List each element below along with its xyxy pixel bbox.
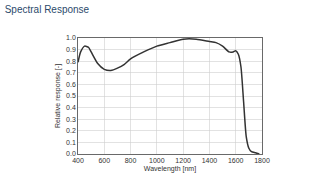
svg-text:400: 400	[72, 157, 84, 164]
svg-text:1600: 1600	[228, 157, 244, 164]
svg-text:600: 600	[98, 157, 110, 164]
svg-text:0.7: 0.7	[66, 69, 76, 76]
svg-text:1400: 1400	[202, 157, 218, 164]
svg-text:0.8: 0.8	[66, 58, 76, 65]
svg-text:Wavelength [nm]: Wavelength [nm]	[144, 165, 196, 173]
svg-text:Spectral Response: Spectral Response	[5, 4, 90, 15]
svg-text:0.2: 0.2	[66, 127, 76, 134]
svg-text:0.1: 0.1	[66, 139, 76, 146]
svg-text:0.5: 0.5	[66, 92, 76, 99]
svg-text:0.3: 0.3	[66, 116, 76, 123]
svg-text:0.9: 0.9	[66, 46, 76, 53]
svg-text:Relative response [-]: Relative response [-]	[54, 64, 62, 128]
svg-text:0.0: 0.0	[66, 150, 76, 157]
svg-text:1.0: 1.0	[66, 34, 76, 41]
svg-text:1000: 1000	[149, 157, 165, 164]
svg-text:0.6: 0.6	[66, 81, 76, 88]
svg-text:1800: 1800	[254, 157, 270, 164]
svg-text:1200: 1200	[175, 157, 191, 164]
svg-text:0.4: 0.4	[66, 104, 76, 111]
svg-text:800: 800	[125, 157, 137, 164]
